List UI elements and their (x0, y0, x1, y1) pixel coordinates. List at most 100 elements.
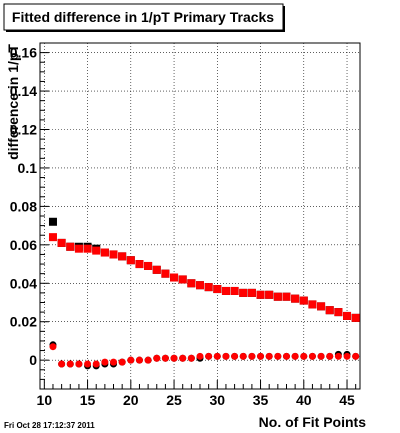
data-point-circle (153, 354, 161, 362)
timestamp: Fri Oct 28 17:12:37 2011 (4, 421, 95, 430)
data-point-circle (300, 352, 308, 360)
data-point-circle (84, 360, 92, 368)
data-point-square (48, 217, 57, 226)
data-point-square (273, 292, 282, 301)
data-point-square (187, 279, 196, 288)
data-point-circle (291, 352, 299, 360)
data-point-square (109, 250, 118, 259)
data-point-circle (205, 352, 213, 360)
data-point-square (256, 290, 265, 299)
data-point-square (135, 260, 144, 269)
y-tick-label: 0.14 (10, 83, 37, 99)
axis-ticks (40, 42, 357, 390)
data-point-circle (248, 352, 256, 360)
y-tick-label: 0 (29, 352, 37, 368)
data-point-circle (110, 358, 118, 366)
data-point-circle (257, 352, 265, 360)
data-point-circle (231, 352, 239, 360)
data-point-circle (282, 352, 290, 360)
data-point-square (308, 300, 317, 309)
data-point-square (74, 244, 83, 253)
data-point-circle (196, 352, 204, 360)
data-point-circle (92, 360, 100, 368)
data-point-square (247, 288, 256, 297)
x-tick-label: 25 (166, 392, 182, 408)
data-point-circle (343, 352, 351, 360)
data-point-square (221, 286, 230, 295)
y-tick-label: 0.06 (10, 237, 37, 253)
grid-lines (40, 43, 360, 389)
data-point-square (57, 238, 66, 247)
data-point-circle (274, 352, 282, 360)
data-point-circle (127, 356, 135, 364)
data-point-circle (75, 360, 83, 368)
data-point-square (126, 256, 135, 265)
data-point-square (178, 275, 187, 284)
data-point-square (351, 313, 360, 322)
data-point-square (92, 246, 101, 255)
data-point-circle (317, 352, 325, 360)
data-point-square (282, 292, 291, 301)
data-point-circle (49, 343, 57, 351)
x-tick-label: 40 (296, 392, 312, 408)
data-point-circle (179, 354, 187, 362)
data-point-square (100, 248, 109, 257)
data-point-square (204, 283, 213, 292)
data-point-square (152, 265, 161, 274)
data-point-square (291, 294, 300, 303)
data-point-circle (265, 352, 273, 360)
data-point-square (299, 296, 308, 305)
data-point-circle (326, 352, 334, 360)
data-point-circle (187, 354, 195, 362)
x-axis-label: No. of Fit Points (259, 414, 367, 430)
y-tick-label: 0.16 (10, 45, 37, 61)
data-point-circle (352, 352, 360, 360)
data-point-circle (213, 352, 221, 360)
data-point-square (343, 311, 352, 320)
data-point-circle (66, 360, 74, 368)
data-point-circle (58, 360, 66, 368)
x-tick-label: 10 (37, 392, 53, 408)
data-point-circle (334, 352, 342, 360)
plot-frame (39, 42, 361, 390)
data-points (48, 217, 360, 370)
data-point-circle (222, 352, 230, 360)
y-tick-label: 0.12 (10, 122, 37, 138)
data-point-circle (161, 354, 169, 362)
chart-title-box: Fitted difference in 1/pT Primary Tracks (3, 3, 285, 32)
data-point-square (48, 233, 57, 242)
data-point-square (317, 302, 326, 311)
data-point-square (213, 285, 222, 294)
y-axis-label: difference in 1/pT (5, 44, 21, 160)
x-tick-label: 30 (210, 392, 226, 408)
data-point-circle (135, 356, 143, 364)
data-point-square (265, 290, 274, 299)
data-point-circle (308, 352, 316, 360)
data-point-square (144, 261, 153, 270)
data-point-square (118, 252, 127, 261)
tick-labels: 10 15 20 25 30 35 40 45 0 0.02 0.04 0.06 0.08 0.1 0.12… (10, 45, 355, 408)
chart-title: Fitted difference in 1/pT Primary Tracks (12, 9, 274, 25)
y-tick-label: 0.1 (18, 160, 38, 176)
x-tick-label: 45 (339, 392, 355, 408)
y-tick-label: 0.08 (10, 198, 37, 214)
x-tick-label: 20 (123, 392, 139, 408)
y-tick-label: 0.04 (10, 275, 37, 291)
data-point-circle (118, 358, 126, 366)
data-point-circle (170, 354, 178, 362)
y-tick-label: 0.02 (10, 314, 37, 330)
x-tick-label: 15 (80, 392, 96, 408)
data-point-square (196, 281, 204, 290)
data-point-square (170, 273, 179, 282)
data-point-square (66, 242, 75, 251)
data-point-circle (144, 356, 152, 364)
data-point-circle (239, 352, 247, 360)
x-tick-label: 35 (253, 392, 269, 408)
data-point-square (325, 306, 334, 315)
data-point-square (239, 288, 248, 297)
data-point-square (230, 286, 239, 295)
data-point-square (83, 244, 92, 253)
data-point-square (334, 308, 343, 317)
data-point-circle (101, 358, 109, 366)
